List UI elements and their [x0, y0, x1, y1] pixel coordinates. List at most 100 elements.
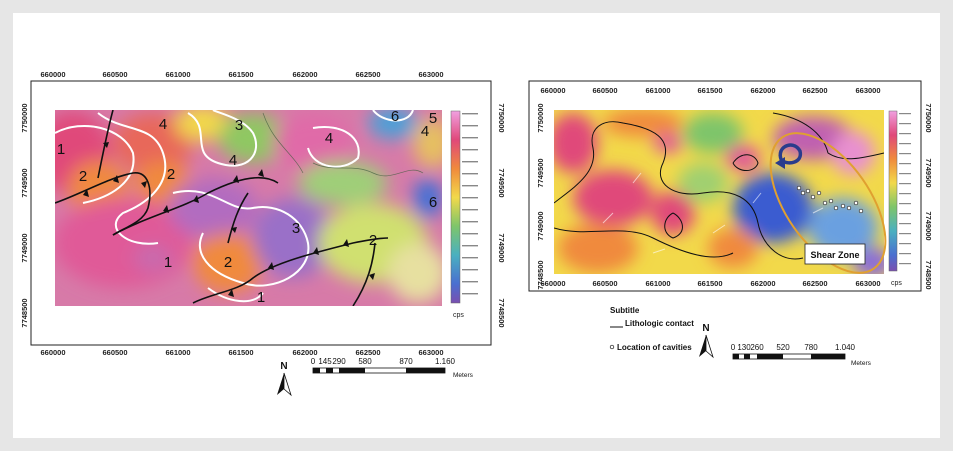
rotation-arrow-head [775, 157, 785, 169]
x-tick-label: 660500 [102, 348, 127, 357]
scale-label: 0 [731, 343, 736, 352]
scale-label: 260 [750, 343, 764, 352]
right-scalebar: 0 130 260 520 780 1.040 Meters [731, 343, 872, 367]
x-tick-label: 661000 [645, 279, 670, 288]
y-tick-label: 7748500 [924, 260, 933, 289]
scale-unit: Meters [453, 372, 474, 379]
x-tick-label: 662000 [750, 86, 775, 95]
right-colorbar-ticks [899, 113, 911, 265]
x-tick-label: 661000 [165, 348, 190, 357]
x-tick-label: 663000 [855, 86, 880, 95]
zone-label: 3 [292, 220, 300, 237]
north-label: N [280, 361, 287, 372]
y-tick-label: 7748500 [20, 298, 29, 327]
x-tick-label: 663000 [418, 70, 443, 79]
right-north-arrow-icon: N [699, 323, 714, 359]
zone-label: 6 [429, 194, 437, 211]
zone-label: 5 [429, 110, 437, 127]
right-x-ticks-top: 660000 660500 661000 661500 662000 66250… [540, 86, 880, 95]
y-tick-label: 7750000 [497, 103, 506, 132]
y-tick-label: 7749000 [924, 211, 933, 240]
scale-label: 145 [318, 357, 332, 366]
figure-svg: 1 1 1 2 2 2 2 3 3 4 4 4 4 5 6 6 cps [20, 70, 933, 397]
x-tick-label: 661500 [697, 86, 722, 95]
scale-label: 870 [399, 357, 413, 366]
y-tick-label: 7749000 [497, 233, 506, 262]
zone-label: 4 [325, 130, 333, 147]
left-map-zone-labels: 1 1 1 2 2 2 2 3 3 4 4 4 4 5 6 6 [57, 108, 437, 306]
left-north-arrow-icon: N [277, 361, 292, 397]
x-tick-label: 660000 [40, 348, 65, 357]
y-tick-label: 7749500 [20, 168, 29, 197]
y-tick-label: 7749500 [924, 158, 933, 187]
left-colorbar-unit: cps [453, 312, 464, 319]
right-x-ticks-bottom: 660000 660500 661000 661500 662000 66250… [540, 279, 880, 288]
legend-title: Subtitle [610, 306, 640, 315]
scale-label: 290 [332, 357, 346, 366]
zone-label: 2 [79, 168, 87, 185]
right-y-ticks-left: 7750000 7749500 7749000 7748500 [536, 103, 545, 289]
left-map-surface [55, 110, 442, 306]
x-tick-label: 661500 [228, 348, 253, 357]
right-map: Shear Zone cps 660000 660500 661000 6615… [528, 80, 933, 367]
x-tick-label: 662500 [355, 70, 380, 79]
y-tick-label: 7748500 [536, 260, 545, 289]
y-tick-label: 7750000 [924, 103, 933, 132]
y-tick-label: 7749500 [536, 158, 545, 187]
y-tick-label: 7748500 [497, 298, 506, 327]
zone-label: 2 [224, 254, 232, 271]
scale-label: 1.040 [835, 343, 856, 352]
x-tick-label: 662500 [355, 348, 380, 357]
zone-label: 1 [164, 254, 172, 271]
left-y-ticks-right: 7750000 7749500 7749000 7748500 [497, 103, 506, 327]
left-y-ticks-left: 7750000 7749500 7749000 7748500 [20, 103, 29, 327]
zone-label: 1 [57, 141, 65, 158]
north-label: N [702, 323, 709, 334]
x-tick-label: 662000 [292, 70, 317, 79]
x-tick-label: 660500 [102, 70, 127, 79]
left-map: 1 1 1 2 2 2 2 3 3 4 4 4 4 5 6 6 cps [20, 70, 506, 397]
x-tick-label: 662500 [802, 86, 827, 95]
cavity-marker-icon [609, 344, 615, 350]
x-tick-label: 662000 [750, 279, 775, 288]
x-tick-label: 663000 [855, 279, 880, 288]
cavity-points [796, 185, 864, 214]
zone-label: 4 [229, 152, 237, 169]
shear-zone-ellipse [769, 132, 887, 274]
rotation-arrow-icon [778, 143, 803, 165]
x-tick-label: 661500 [697, 279, 722, 288]
figure-panel: 1 1 1 2 2 2 2 3 3 4 4 4 4 5 6 6 cps [13, 13, 940, 438]
scale-label: 130 [737, 343, 751, 352]
right-legend: Subtitle Lithologic contact Location of … [609, 306, 694, 352]
scale-label: 780 [804, 343, 818, 352]
right-colorbar-unit: cps [891, 280, 902, 287]
x-tick-label: 662500 [802, 279, 827, 288]
x-tick-label: 660000 [540, 86, 565, 95]
left-scalebar: 0 145 290 580 870 1.160 Meters [311, 357, 474, 379]
left-colorbar-ticks [462, 113, 478, 295]
zone-label: 4 [421, 123, 429, 140]
x-tick-label: 660000 [40, 70, 65, 79]
legend-cavities-label: Location of cavities [617, 343, 692, 352]
scale-label: 1.160 [435, 357, 456, 366]
zone-label: 4 [159, 116, 167, 133]
x-tick-label: 661500 [228, 70, 253, 79]
left-colorbar [450, 110, 461, 304]
x-tick-label: 660500 [592, 86, 617, 95]
x-tick-label: 660500 [592, 279, 617, 288]
left-x-ticks-top: 660000 660500 661000 661500 662000 66250… [40, 70, 443, 79]
zone-label: 2 [369, 232, 377, 249]
zone-label: 6 [391, 108, 399, 125]
right-colorbar [888, 110, 898, 272]
shear-zone-label-box [804, 243, 866, 265]
zone-label: 2 [167, 166, 175, 183]
scale-unit: Meters [851, 360, 872, 367]
left-x-ticks-bottom: 660000 660500 661000 661500 662000 66250… [40, 348, 443, 357]
legend-contact-label: Lithologic contact [625, 319, 694, 328]
scale-label: 580 [358, 357, 372, 366]
y-tick-label: 7749500 [497, 168, 506, 197]
x-tick-label: 661000 [165, 70, 190, 79]
y-tick-label: 7750000 [536, 103, 545, 132]
zone-label: 3 [235, 117, 243, 134]
scale-label: 0 [311, 357, 316, 366]
